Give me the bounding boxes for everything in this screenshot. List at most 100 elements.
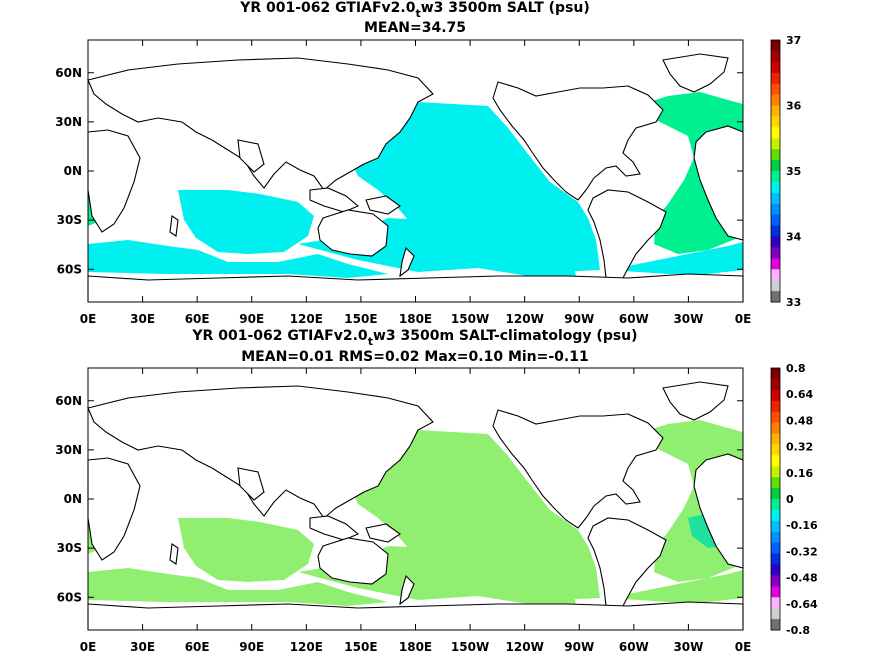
- lon-tick-label: 60W: [619, 312, 649, 326]
- lon-tick-label: 30E: [130, 312, 155, 326]
- colorbar-label: 33: [786, 296, 801, 309]
- colorbar-swatch: [771, 597, 780, 609]
- lon-tick-label: 180E: [399, 312, 432, 326]
- colorbar-swatch: [771, 509, 780, 522]
- colorbar-swatch: [771, 160, 780, 172]
- lon-tick-label: 90E: [239, 640, 264, 654]
- top-panel-title: YR 001-062 GTIAFv2.0tw3 3500m SALT (psu): [239, 0, 590, 20]
- colorbar-swatch: [771, 378, 780, 391]
- colorbar-swatch: [771, 192, 780, 205]
- lon-tick-label: 60E: [185, 640, 210, 654]
- lat-tick-label: 60S: [57, 262, 82, 276]
- top-map: [87, 39, 744, 303]
- lon-tick-label: 0E: [80, 312, 97, 326]
- colorbar-swatch: [771, 247, 780, 259]
- top-panel-mean-label: MEAN=34.75: [364, 20, 466, 36]
- bottom-lon-axis: 0E 30E 60E 90E 120E 150E 180E 150W 120W 90W 60W 30W…: [80, 368, 752, 654]
- lon-tick-label: 150E: [344, 640, 377, 654]
- colorbar-swatch: [771, 542, 780, 554]
- colorbar-swatch: [771, 433, 780, 445]
- colorbar-swatch: [771, 488, 780, 500]
- colorbar-swatch: [771, 411, 780, 423]
- colorbar-frame: [770, 39, 781, 303]
- colorbar-label: 37: [786, 34, 801, 47]
- bottom-panel-stats-label: MEAN=0.01 RMS=0.02 Max=0.10 Min=-0.11: [241, 349, 588, 365]
- lon-tick-label: 0E: [735, 312, 752, 326]
- lon-tick-label: 120E: [290, 640, 323, 654]
- lat-tick-label: 30N: [55, 115, 82, 129]
- colorbar-swatch: [771, 40, 780, 52]
- colorbar-swatch: [771, 83, 780, 95]
- lon-tick-label: 120E: [290, 312, 323, 326]
- colorbar-label: 0.48: [786, 414, 813, 427]
- top-panel: YR 001-062 GTIAFv2.0tw3 3500m SALT (psu)…: [55, 0, 801, 326]
- colorbar-swatch: [771, 368, 780, 380]
- lat-tick-label: 0N: [64, 492, 82, 506]
- colorbar-label: 36: [786, 100, 802, 113]
- colorbar-swatch: [771, 466, 780, 478]
- colorbar-swatch: [771, 608, 780, 620]
- lon-tick-label: 30E: [130, 640, 155, 654]
- colorbar-swatch: [771, 171, 780, 183]
- colorbar-label: -0.16: [786, 519, 818, 532]
- lat-tick-label: 60N: [55, 394, 82, 408]
- lon-tick-label: 150W: [451, 312, 489, 326]
- lat-tick-label: 30S: [57, 213, 82, 227]
- lon-tick-label: 30W: [673, 312, 703, 326]
- lon-tick-label: 90E: [239, 312, 264, 326]
- lon-tick-label: 60E: [185, 312, 210, 326]
- colorbar-swatch: [771, 455, 780, 467]
- colorbar-swatch: [771, 389, 780, 402]
- lat-tick-label: 60N: [55, 66, 82, 80]
- lon-tick-label: 120W: [506, 640, 544, 654]
- lat-tick-label: 0N: [64, 164, 82, 178]
- top-lon-axis: 0E 30E 60E 90E 120E 150E 180E 150W 120W 90W 60W 30W…: [80, 40, 752, 326]
- top-colorbar: 37 36 35 34 33: [770, 34, 802, 309]
- colorbar-swatch: [771, 94, 780, 106]
- top-lat-axis: 60N 30N 0N 30S 60S: [55, 66, 743, 276]
- colorbar-swatch: [771, 269, 780, 281]
- colorbar-swatch: [771, 127, 780, 139]
- bottom-panel: YR 001-062 GTIAFv2.0tw3 3500m SALT-clima…: [55, 328, 818, 654]
- colorbar-swatch: [771, 105, 780, 117]
- colorbar-swatch: [771, 586, 780, 598]
- colorbar-swatch: [771, 181, 780, 194]
- lon-tick-label: 60W: [619, 640, 649, 654]
- colorbar-label: 0.64: [786, 388, 813, 401]
- colorbar-swatch: [771, 422, 780, 434]
- colorbar-label: -0.64: [786, 598, 818, 611]
- colorbar-swatch: [771, 116, 780, 128]
- colorbar-label: 35: [786, 165, 801, 178]
- colorbar-swatch: [771, 149, 780, 161]
- lon-tick-label: 150W: [451, 640, 489, 654]
- colorbar-swatch: [771, 575, 780, 587]
- lon-tick-label: 30W: [673, 640, 703, 654]
- colorbar-swatch: [771, 138, 780, 150]
- colorbar-label: -0.8: [786, 624, 810, 637]
- lon-tick-label: 90W: [564, 640, 594, 654]
- lon-tick-label: 0E: [735, 640, 752, 654]
- colorbar-swatch: [771, 61, 780, 74]
- colorbar-label: -0.48: [786, 572, 818, 585]
- colorbar-swatch: [771, 564, 780, 576]
- colorbar-swatch: [771, 291, 780, 303]
- colorbar-swatch: [771, 531, 780, 544]
- bottom-map: [87, 367, 744, 631]
- lon-tick-label: 0E: [80, 640, 97, 654]
- colorbar-label: 0.32: [786, 441, 813, 454]
- colorbar-swatch: [771, 619, 780, 631]
- lon-tick-label: 90W: [564, 312, 594, 326]
- lon-tick-label: 120W: [506, 312, 544, 326]
- lat-tick-label: 60S: [57, 590, 82, 604]
- colorbar-swatch: [771, 214, 780, 226]
- colorbar-swatch: [771, 236, 780, 248]
- lat-tick-label: 30N: [55, 443, 82, 457]
- colorbar-label: 0: [786, 493, 794, 506]
- colorbar-swatch: [771, 400, 780, 413]
- colorbar-label: -0.32: [786, 545, 818, 558]
- colorbar-frame: [770, 367, 781, 631]
- colorbar-swatch: [771, 477, 780, 489]
- colorbar-swatch: [771, 444, 780, 456]
- colorbar-swatch: [771, 258, 780, 270]
